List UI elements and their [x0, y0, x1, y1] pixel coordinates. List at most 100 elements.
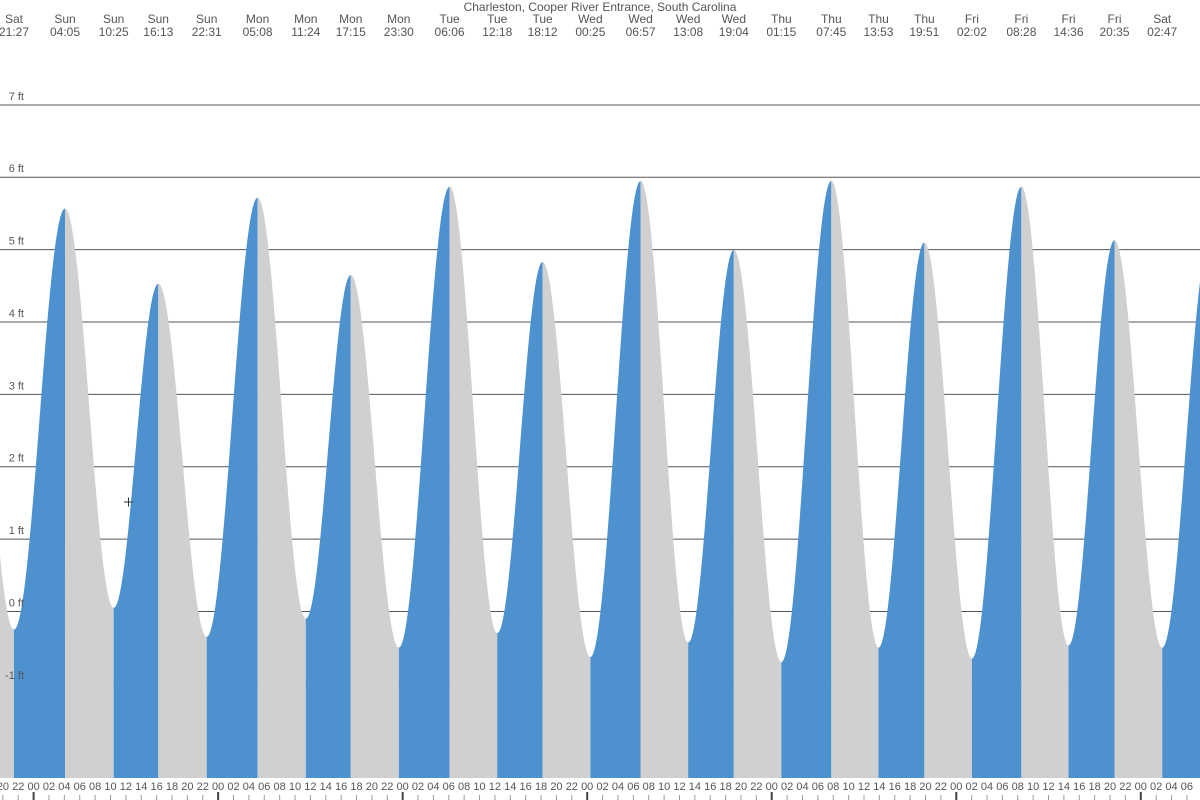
grid	[0, 104, 1200, 685]
extreme-day: Sun	[148, 12, 169, 26]
tide-area	[206, 197, 258, 778]
x-tick-label: 00	[766, 781, 778, 793]
tide-areas	[0, 180, 1200, 779]
x-tick-label: 04	[1165, 781, 1177, 793]
x-tick-label: 06	[74, 781, 86, 793]
x-tick-label: 20	[366, 781, 378, 793]
x-tick-label: 16	[889, 781, 901, 793]
x-tick-label: 02	[966, 781, 978, 793]
x-tick-label: 04	[981, 781, 993, 793]
x-tick-label: 02	[227, 781, 239, 793]
extreme-time: 06:57	[626, 25, 656, 39]
x-tick-label: 08	[643, 781, 655, 793]
x-tick-label: 00	[212, 781, 224, 793]
extreme-time: 07:45	[816, 25, 846, 39]
extreme-time: 05:08	[243, 25, 273, 39]
extreme-time: 16:13	[143, 25, 173, 39]
extreme-time: 13:08	[673, 25, 703, 39]
extreme-day: Thu	[771, 12, 792, 26]
tide-area	[878, 242, 925, 778]
extreme-time: 13:53	[863, 25, 893, 39]
tide-area	[1021, 186, 1069, 779]
x-tick-label: 04	[243, 781, 255, 793]
x-tick-label: 10	[473, 781, 485, 793]
y-tick-label: 5 ft	[9, 236, 24, 248]
extreme-day: Mon	[339, 12, 362, 26]
extreme-time: 02:47	[1147, 25, 1177, 39]
x-tick-label: 02	[43, 781, 55, 793]
x-tick-label: 16	[335, 781, 347, 793]
tide-area	[542, 261, 591, 778]
x-tick-label: 12	[489, 781, 501, 793]
y-tick-label: 3 ft	[9, 380, 24, 392]
x-tick-label: 04	[58, 781, 70, 793]
chart-title: Charleston, Cooper River Entrance, South…	[464, 0, 737, 14]
x-tick-label: 10	[658, 781, 670, 793]
extreme-day: Sat	[5, 12, 24, 26]
x-tick-label: 16	[520, 781, 532, 793]
x-tick-label: 18	[904, 781, 916, 793]
tide-area	[831, 180, 879, 778]
x-tick-label: 14	[320, 781, 332, 793]
x-tick-label: 12	[1042, 781, 1054, 793]
x-tick-label: 10	[1027, 781, 1039, 793]
x-tick-label: 22	[566, 781, 578, 793]
extreme-day: Fri	[1014, 12, 1028, 26]
tide-area	[781, 180, 832, 778]
x-tick-label: 10	[289, 781, 301, 793]
extreme-time: 04:05	[50, 25, 80, 39]
x-tick-label: 12	[858, 781, 870, 793]
x-tick-label: 14	[1058, 781, 1070, 793]
y-tick-label: 0 ft	[9, 597, 24, 609]
extreme-day: Sat	[1153, 12, 1172, 26]
x-tick-label: 02	[412, 781, 424, 793]
extreme-day: Tue	[532, 12, 553, 26]
x-tick-label: 12	[304, 781, 316, 793]
x-tick-label: 12	[120, 781, 132, 793]
extreme-day: Mon	[387, 12, 410, 26]
x-tick-label: 20	[1104, 781, 1116, 793]
extreme-time: 00:25	[575, 25, 605, 39]
tide-area	[449, 186, 498, 779]
x-tick-label: 16	[1073, 781, 1085, 793]
tide-area	[688, 249, 734, 778]
y-tick-label: 4 ft	[9, 308, 24, 320]
x-tick-label: 06	[443, 781, 455, 793]
x-tick-label: 08	[458, 781, 470, 793]
x-tick-label: 12	[673, 781, 685, 793]
tide-area	[64, 208, 114, 778]
extreme-day: Sun	[103, 12, 124, 26]
y-tick-label: 2 ft	[9, 453, 24, 465]
x-tick-label: 22	[1119, 781, 1131, 793]
tide-area	[924, 242, 972, 778]
x-tick-label: 06	[1181, 781, 1193, 793]
x-tick-label: 18	[535, 781, 547, 793]
tide-area	[497, 261, 543, 778]
y-tick-label: 7 ft	[9, 91, 24, 103]
tide-area	[1114, 240, 1163, 778]
x-tick-label: 10	[842, 781, 854, 793]
extreme-day: Fri	[1062, 12, 1076, 26]
x-tick-label: 22	[12, 781, 24, 793]
tide-area	[971, 186, 1022, 779]
extreme-day: Thu	[821, 12, 842, 26]
x-tick-label: 20	[181, 781, 193, 793]
cursor-crosshair	[124, 497, 133, 507]
extreme-day: Sun	[54, 12, 75, 26]
x-tick-label: 00	[397, 781, 409, 793]
extreme-day: Wed	[722, 12, 746, 26]
extreme-time: 20:35	[1100, 25, 1130, 39]
x-tick-label: 18	[1089, 781, 1101, 793]
x-tick-label: 14	[873, 781, 885, 793]
extreme-day: Tue	[439, 12, 460, 26]
tide-area	[590, 180, 641, 778]
extreme-time: 17:15	[336, 25, 366, 39]
x-tick-label: 06	[627, 781, 639, 793]
extreme-time: 06:06	[435, 25, 465, 39]
extreme-time: 22:31	[192, 25, 222, 39]
extreme-day: Mon	[294, 12, 317, 26]
x-tick-label: 22	[197, 781, 209, 793]
x-tick-label: 20	[0, 781, 9, 793]
tide-area	[305, 275, 351, 778]
